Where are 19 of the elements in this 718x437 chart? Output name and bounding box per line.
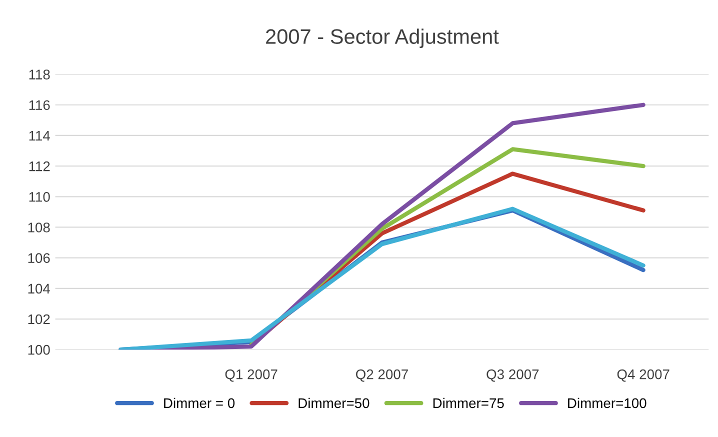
y-tick-label: 108 [28, 222, 50, 232]
legend-label: Dimmer=100 [568, 398, 646, 408]
y-tick-label: 110 [29, 192, 50, 202]
y-tick-label: 116 [29, 100, 50, 110]
chart-title: 2007 - Sector Adjustment [266, 28, 499, 48]
x-tick-label: Q4 2007 [617, 369, 670, 382]
y-tick-label: 118 [29, 70, 50, 80]
y-tick-label: 114 [29, 130, 50, 141]
y-tick-label: 104 [28, 284, 50, 294]
y-tick-label: 102 [28, 314, 50, 324]
y-tick-label: 106 [28, 253, 50, 263]
x-tick-label: Q3 2007 [486, 369, 539, 382]
legend-label: Dimmer=75 [433, 398, 504, 408]
x-tick-label: Q1 2007 [225, 369, 278, 382]
y-tick-label: 112 [29, 161, 50, 172]
y-tick-label: 100 [28, 344, 50, 355]
legend-label: Dimmer = 0 [164, 398, 235, 408]
x-tick-label: Q2 2007 [356, 369, 408, 382]
legend-label: Dimmer=50 [298, 398, 370, 408]
